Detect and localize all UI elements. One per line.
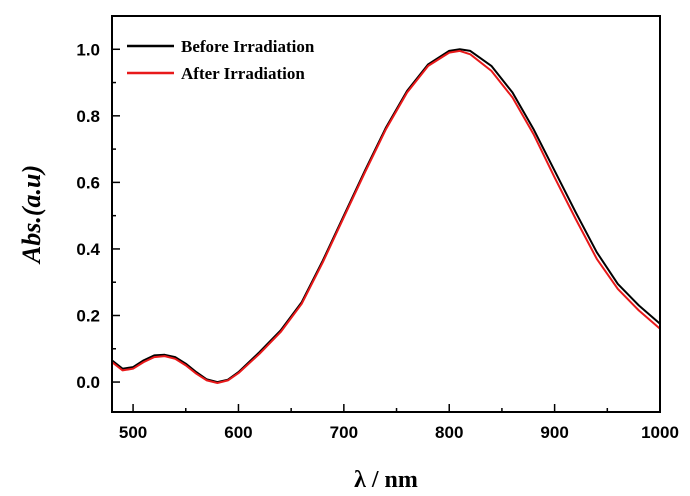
- x-tick-label: 900: [540, 423, 568, 442]
- y-tick-label: 0.6: [76, 173, 100, 192]
- x-tick-label: 600: [224, 423, 252, 442]
- y-tick-label: 0.4: [76, 240, 100, 259]
- y-tick-label: 1.0: [76, 40, 100, 59]
- legend-label-before: Before Irradiation: [181, 37, 315, 56]
- series-line-1: [111, 49, 661, 384]
- legend-label-after: After Irradiation: [181, 64, 305, 83]
- y-tick-label: 0.2: [76, 306, 100, 325]
- x-tick-label: 500: [119, 423, 147, 442]
- x-tick-label: 800: [435, 423, 463, 442]
- x-tick-label: 1000: [641, 423, 679, 442]
- x-tick-label: 700: [330, 423, 358, 442]
- plot-frame: [111, 15, 661, 413]
- y-tick-label: 0.0: [76, 373, 100, 392]
- x-axis-title: λ / nm: [354, 467, 418, 493]
- y-tick-label: 0.8: [76, 107, 100, 126]
- legend: Before Irradiation After Irradiation: [127, 37, 315, 83]
- ticks-layer: 500 600 700 800 900 1000 0.0 0.2 0.4 0.6 0.8 1.0: [76, 40, 679, 442]
- series-layer: [111, 48, 661, 384]
- y-axis-title: Abs.(a.u): [17, 165, 46, 265]
- series-line-0: [111, 48, 661, 384]
